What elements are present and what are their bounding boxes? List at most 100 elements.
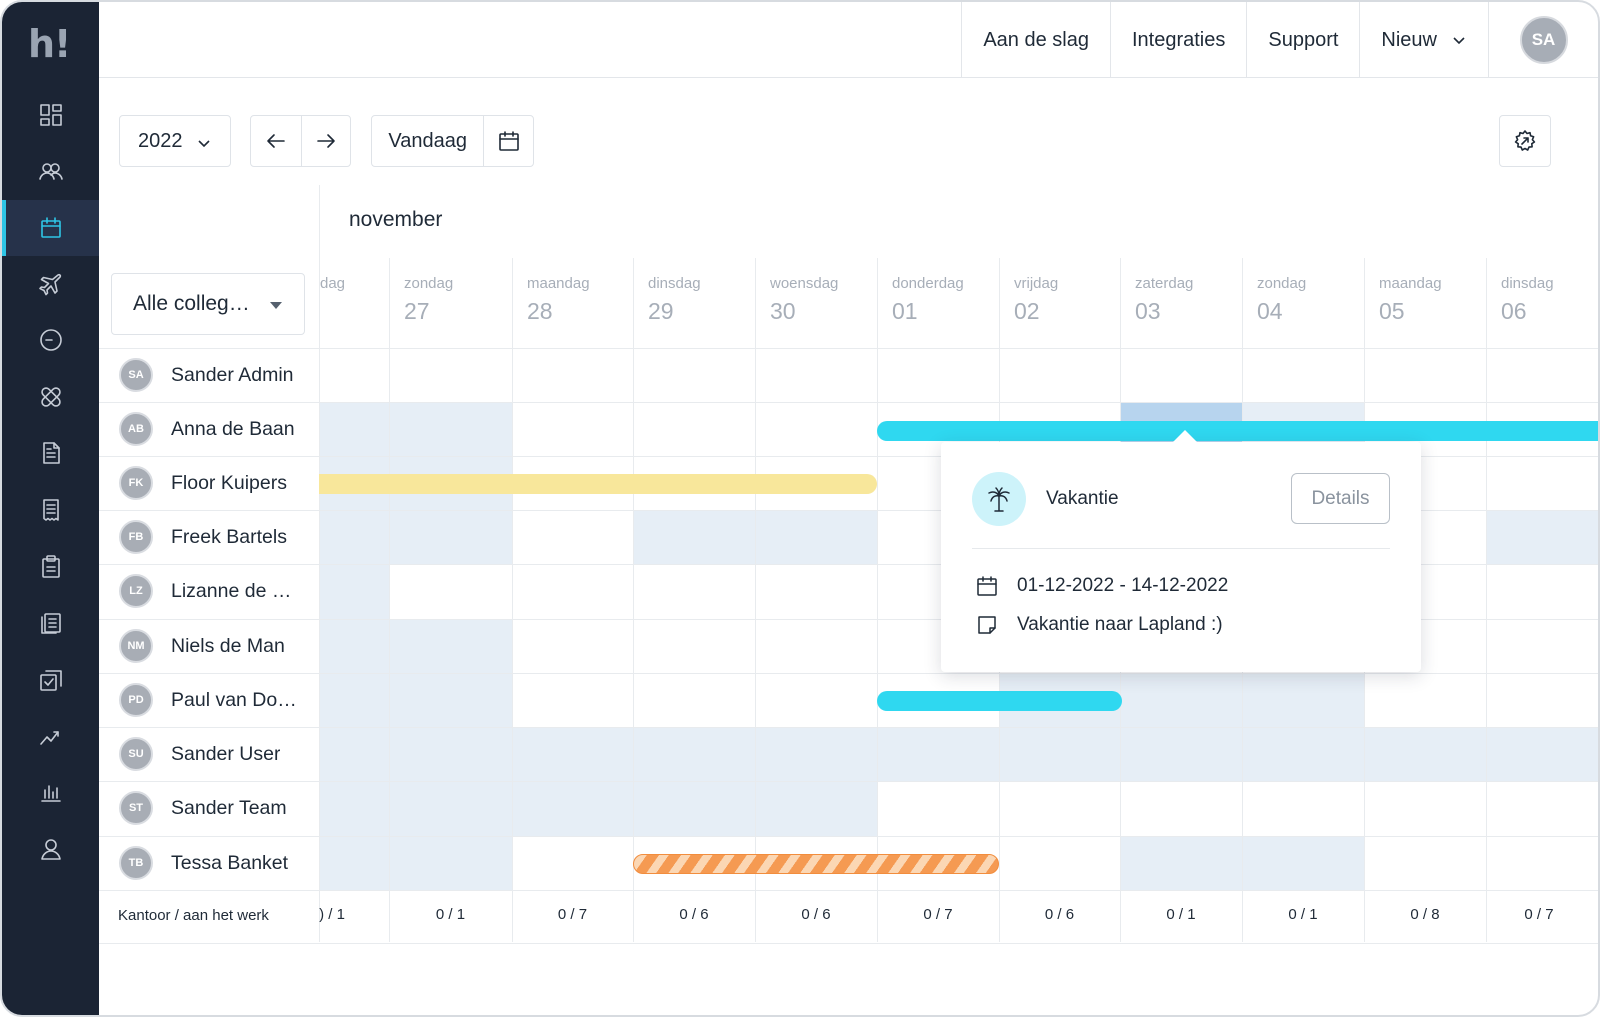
day-header[interactable]: vrijdag 02 <box>999 258 1120 348</box>
footer-value: 0 / 6 <box>801 906 831 923</box>
footer-value: 0 / 1 <box>1166 906 1196 923</box>
person-row[interactable]: LZ Lizanne de … <box>99 564 319 618</box>
footer-value: 0 / 8 <box>1410 906 1440 923</box>
dashboard-icon <box>39 104 62 126</box>
avatar: LZ <box>119 574 153 608</box>
sidebar-item-calendar[interactable] <box>2 200 99 256</box>
grid-line <box>389 348 390 942</box>
person-name: Anna de Baan <box>171 417 295 440</box>
day-header[interactable]: zondag 04 <box>1242 258 1364 348</box>
sidebar-item-documents[interactable] <box>2 425 99 481</box>
avatar: NM <box>119 629 153 663</box>
today-group: Vandaag <box>371 115 534 167</box>
day-header[interactable]: maandag 05 <box>1364 258 1486 348</box>
date-range-text: 01-12-2022 - 14-12-2022 <box>1017 575 1229 596</box>
leave-bar-sick[interactable] <box>633 854 999 874</box>
top-link-get-started[interactable]: Aan de slag <box>961 2 1110 78</box>
grid-line <box>99 890 1598 891</box>
person-row[interactable]: NM Niels de Man <box>99 619 319 673</box>
period-navigation <box>250 115 351 167</box>
person-row[interactable]: FB Freek Bartels <box>99 510 319 564</box>
colleague-filter[interactable]: Alle colleg… <box>111 273 305 335</box>
sidebar-item-leave[interactable] <box>2 256 99 312</box>
grid-line <box>99 456 1598 457</box>
top-nav: Aan de slag Integraties Support Nieuw SA <box>961 2 1598 78</box>
new-dropdown[interactable]: Nieuw <box>1359 2 1488 78</box>
palm-tree-icon <box>988 487 1010 512</box>
calendar-icon <box>977 576 997 596</box>
receipt-icon <box>42 499 59 521</box>
footer-label: Kantoor / aan het werk <box>118 907 269 924</box>
date-picker-button[interactable] <box>484 116 533 166</box>
person-row[interactable]: ST Sander Team <box>99 781 319 835</box>
sidebar-item-tasks[interactable] <box>2 652 99 708</box>
sidebar-item-profile[interactable] <box>2 821 99 877</box>
grid-line <box>1486 348 1487 942</box>
person-name: Floor Kuipers <box>171 471 287 494</box>
leave-bar-pending[interactable] <box>319 474 877 494</box>
caret-down-icon <box>270 302 282 309</box>
sidebar-item-files[interactable] <box>2 595 99 651</box>
details-button[interactable]: Details <box>1291 473 1390 524</box>
day-header[interactable]: zaterdag 03 <box>1120 258 1242 348</box>
person-row[interactable]: SU Sander User <box>99 727 319 781</box>
leave-popover: Vakantie Details 01-12-2022 - 14-12-2022… <box>941 430 1421 672</box>
day-header[interactable]: maandag 28 <box>512 258 633 348</box>
person-row[interactable]: TB Tessa Banket <box>99 836 319 890</box>
day-header[interactable]: donderdag 01 <box>877 258 999 348</box>
day-number: 29 <box>648 298 674 324</box>
previous-button[interactable] <box>251 116 301 166</box>
today-button[interactable]: Vandaag <box>372 116 485 166</box>
day-weekday: zondag <box>404 275 454 292</box>
document-icon <box>42 442 60 464</box>
settings-button[interactable] <box>1499 115 1551 167</box>
divider <box>972 548 1390 549</box>
day-header[interactable]: woensdag 30 <box>755 258 877 348</box>
nonworking-cell <box>389 619 512 673</box>
grid-line <box>99 673 1598 674</box>
colleague-filter-label: Alle colleg… <box>133 292 250 315</box>
gear-icon <box>1514 130 1536 151</box>
person-row[interactable]: PD Paul van Do… <box>99 673 319 727</box>
sidebar-item-onboarding[interactable] <box>2 539 99 595</box>
person-row[interactable]: FK Floor Kuipers <box>99 456 319 510</box>
sidebar-item-performance[interactable] <box>2 708 99 764</box>
day-number: 01 <box>892 298 918 324</box>
avatar: SA <box>1519 16 1568 64</box>
sidebar-item-reports[interactable] <box>2 764 99 820</box>
day-header[interactable]: dinsdag 29 <box>633 258 755 348</box>
grid-line <box>99 943 1598 944</box>
leave-type-title: Vakantie <box>1046 488 1119 509</box>
app-logo[interactable]: h! <box>28 22 71 66</box>
top-link-support[interactable]: Support <box>1246 2 1359 78</box>
grid-line <box>99 727 1598 728</box>
day-header[interactable]: zondag 27 <box>389 258 512 348</box>
sidebar-item-team[interactable] <box>2 143 99 199</box>
year-value: 2022 <box>138 129 183 152</box>
day-weekday: donderdag <box>892 275 964 292</box>
person-row[interactable]: SA Sander Admin <box>99 348 319 402</box>
person-row[interactable]: AB Anna de Baan <box>99 402 319 456</box>
grid-line <box>99 402 1598 403</box>
note-text: Vakantie naar Lapland :) <box>1017 614 1223 635</box>
sidebar-item-time[interactable] <box>2 312 99 368</box>
top-link-integrations[interactable]: Integraties <box>1109 2 1246 78</box>
day-number: 28 <box>527 298 553 324</box>
avatar: TB <box>119 846 153 880</box>
leave-bar-approved[interactable] <box>877 691 1122 711</box>
chevron-down-icon <box>1453 37 1465 45</box>
nonworking-cell <box>319 402 512 456</box>
sidebar-item-sick-leave[interactable] <box>2 369 99 425</box>
avatar: FK <box>119 466 153 500</box>
day-weekday: zondag <box>1257 275 1307 292</box>
sidebar-item-expenses[interactable] <box>2 482 99 538</box>
next-button[interactable] <box>300 116 351 166</box>
user-menu[interactable]: SA <box>1488 2 1598 78</box>
year-select[interactable]: 2022 <box>119 115 231 167</box>
leave-bar-vacation[interactable] <box>877 421 1598 441</box>
month-label: november <box>349 208 443 231</box>
avatar: SU <box>119 737 153 771</box>
day-header[interactable]: dinsdag 06 <box>1486 258 1598 348</box>
sidebar-item-dashboard[interactable] <box>2 87 99 143</box>
